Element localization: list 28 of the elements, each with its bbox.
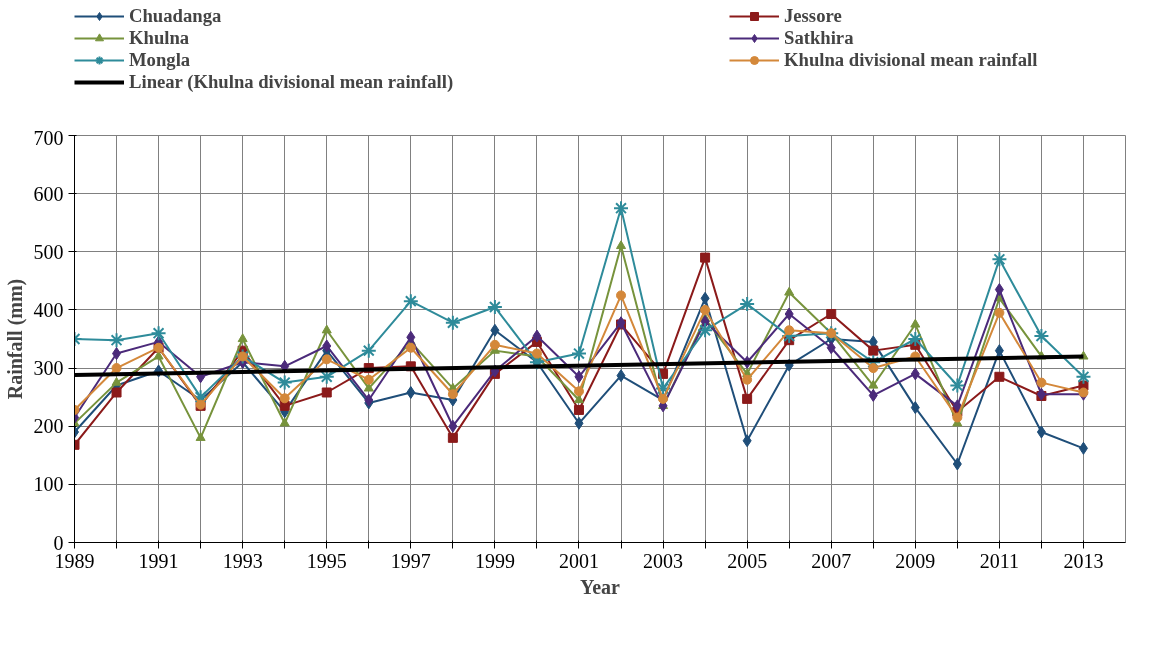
y-tick-label: 500 bbox=[33, 240, 64, 263]
x-tick-label: 1997 bbox=[390, 549, 431, 572]
x-tick-label: 2013 bbox=[1063, 549, 1104, 572]
y-tick-label: 400 bbox=[33, 298, 64, 321]
x-tick-label: 1991 bbox=[138, 549, 179, 572]
x-axis-title: Year bbox=[580, 575, 621, 598]
x-tick-label: 1999 bbox=[474, 549, 515, 572]
x-tick-label: 2011 bbox=[979, 549, 1020, 572]
legend-label: Satkhira bbox=[784, 27, 855, 49]
y-tick-label: 600 bbox=[33, 182, 64, 205]
legend-label: Khulna divisional mean rainfall bbox=[784, 49, 1039, 71]
legend-label: Chuadanga bbox=[129, 5, 223, 27]
x-tick-label: 2005 bbox=[727, 549, 768, 572]
x-tick-label: 2009 bbox=[895, 549, 936, 572]
y-axis-title: Rainfall (mm) bbox=[3, 278, 27, 400]
x-tick-label: 2003 bbox=[643, 549, 684, 572]
y-tick-label: 700 bbox=[33, 126, 64, 149]
x-tick-label: 2007 bbox=[811, 549, 852, 572]
y-tick-label: 300 bbox=[33, 357, 64, 380]
legend-label: Mongla bbox=[129, 49, 192, 71]
legend-label: Khulna bbox=[129, 27, 191, 49]
x-tick-label: 1993 bbox=[222, 549, 263, 572]
x-tick-label: 1995 bbox=[306, 549, 347, 572]
y-tick-label: 100 bbox=[33, 473, 64, 496]
x-tick-label: 2001 bbox=[558, 549, 599, 572]
y-tick-label: 200 bbox=[33, 415, 64, 438]
legend-label: Linear (Khulna divisional mean rainfall) bbox=[129, 71, 455, 93]
legend-label: Jessore bbox=[784, 5, 843, 27]
